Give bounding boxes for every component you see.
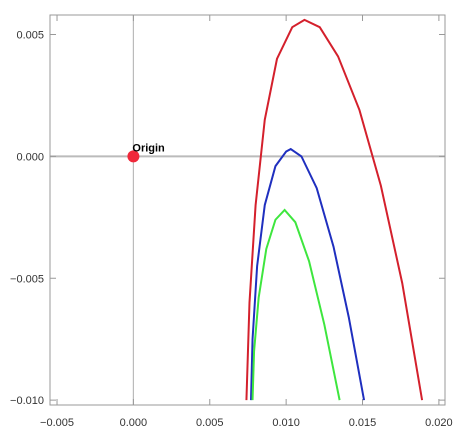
- curve: [245, 18, 424, 401]
- x-tick-label: 0.015: [349, 417, 377, 429]
- curve: [251, 208, 341, 401]
- y-tick-label: −0.010: [10, 395, 44, 407]
- y-tick-label: 0.000: [16, 151, 44, 163]
- x-tick-label: 0.005: [196, 417, 224, 429]
- y-tick-label: −0.005: [10, 273, 44, 285]
- point-label: Origin: [132, 142, 165, 154]
- x-tick-label: 0.000: [120, 417, 148, 429]
- frame: [49, 14, 446, 406]
- y-tick-label: 0.005: [16, 30, 44, 42]
- x-tick-label: 0.020: [425, 417, 453, 429]
- curve: [250, 147, 366, 401]
- origin-point: [127, 150, 140, 163]
- x-tick-label: −0.005: [40, 417, 74, 429]
- x-tick-label: 0.010: [272, 417, 300, 429]
